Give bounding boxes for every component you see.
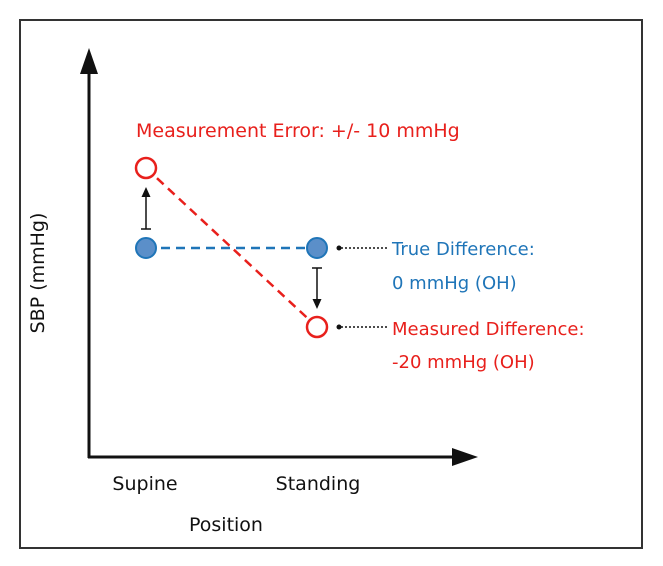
x-axis-arrowhead bbox=[452, 448, 478, 466]
measured-difference-leader bbox=[336, 324, 388, 330]
measurement-error-label: Measurement Error: +/- 10 mmHg bbox=[136, 120, 460, 142]
true-difference-leader bbox=[336, 245, 388, 251]
figure-frame bbox=[19, 19, 643, 549]
supine-error-arrow bbox=[141, 187, 151, 230]
x-tick-supine: Supine bbox=[112, 473, 177, 495]
supine-measured-point bbox=[134, 156, 158, 180]
x-tick-standing: Standing bbox=[276, 473, 361, 495]
measured-difference-value: -20 mmHg (OH) bbox=[392, 352, 535, 373]
true-difference-value: 0 mmHg (OH) bbox=[392, 273, 517, 294]
y-axis-label: SBP (mmHg) bbox=[27, 213, 49, 334]
supine-true-point bbox=[135, 237, 157, 259]
measured-difference-line bbox=[145, 167, 318, 328]
standing-true-point bbox=[306, 237, 328, 259]
x-axis-label: Position bbox=[189, 514, 263, 536]
y-axis-arrowhead bbox=[80, 48, 98, 74]
measured-difference-label: Measured Difference: bbox=[392, 319, 585, 340]
y-axis bbox=[80, 48, 98, 458]
true-difference-label: True Difference: bbox=[391, 239, 535, 260]
standing-measured-point bbox=[305, 315, 329, 339]
standing-error-arrow bbox=[312, 267, 322, 309]
x-axis bbox=[88, 448, 478, 466]
